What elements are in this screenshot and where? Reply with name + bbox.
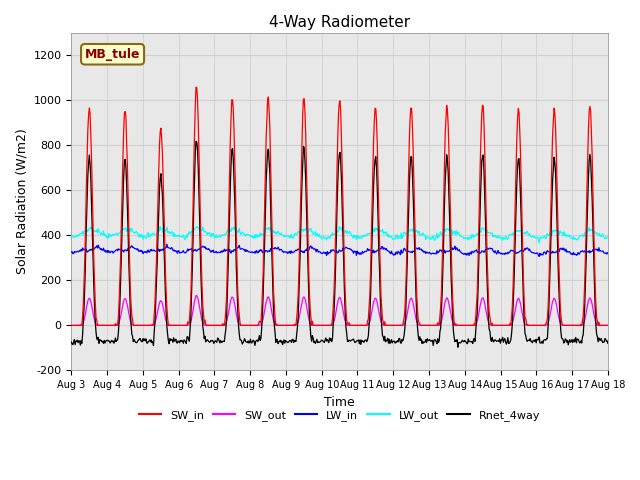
- SW_out: [68, 323, 76, 328]
- SW_in: [132, 323, 140, 328]
- Line: Rnet_4way: Rnet_4way: [72, 141, 608, 347]
- Rnet_4way: [68, 339, 76, 345]
- LW_out: [132, 228, 140, 234]
- Line: SW_out: SW_out: [72, 296, 608, 325]
- SW_out: [132, 323, 140, 328]
- Rnet_4way: [192, 138, 200, 144]
- LW_in: [421, 249, 429, 254]
- SW_in: [421, 323, 429, 328]
- LW_out: [68, 233, 76, 239]
- LW_in: [535, 253, 543, 259]
- Rnet_4way: [454, 344, 461, 350]
- Title: 4-Way Radiometer: 4-Way Radiometer: [269, 15, 410, 30]
- LW_out: [188, 228, 195, 234]
- LW_in: [188, 245, 195, 251]
- Line: SW_in: SW_in: [72, 87, 608, 325]
- Rnet_4way: [604, 340, 612, 346]
- SW_out: [216, 323, 224, 328]
- LW_out: [535, 240, 543, 246]
- SW_out: [604, 323, 612, 328]
- LW_in: [406, 249, 413, 254]
- LW_in: [68, 249, 76, 255]
- SW_in: [216, 323, 224, 328]
- LW_out: [604, 234, 612, 240]
- SW_in: [192, 84, 200, 90]
- Rnet_4way: [421, 339, 429, 345]
- LW_out: [216, 232, 224, 238]
- LW_out: [421, 232, 429, 238]
- X-axis label: Time: Time: [324, 396, 355, 408]
- Legend: SW_in, SW_out, LW_in, LW_out, Rnet_4way: SW_in, SW_out, LW_in, LW_out, Rnet_4way: [135, 406, 545, 426]
- SW_out: [187, 319, 195, 325]
- SW_in: [406, 136, 413, 142]
- SW_in: [77, 323, 85, 328]
- LW_in: [132, 246, 140, 252]
- LW_out: [156, 224, 164, 229]
- Line: LW_out: LW_out: [72, 227, 608, 243]
- Rnet_4way: [132, 340, 140, 346]
- SW_out: [406, 299, 413, 305]
- SW_out: [421, 323, 429, 328]
- LW_in: [77, 247, 85, 252]
- LW_in: [604, 251, 612, 256]
- Rnet_4way: [187, 316, 195, 322]
- LW_in: [163, 241, 171, 247]
- Y-axis label: Solar Radiation (W/m2): Solar Radiation (W/m2): [15, 129, 28, 275]
- Rnet_4way: [77, 337, 85, 343]
- SW_in: [604, 323, 612, 328]
- LW_in: [216, 250, 224, 256]
- Rnet_4way: [406, 180, 413, 186]
- SW_in: [187, 295, 195, 301]
- LW_out: [77, 230, 85, 236]
- SW_in: [68, 323, 76, 328]
- Line: LW_in: LW_in: [72, 244, 608, 256]
- SW_out: [192, 293, 200, 299]
- LW_out: [406, 228, 413, 234]
- Text: MB_tule: MB_tule: [85, 48, 140, 61]
- SW_out: [77, 323, 85, 328]
- Rnet_4way: [216, 340, 224, 346]
